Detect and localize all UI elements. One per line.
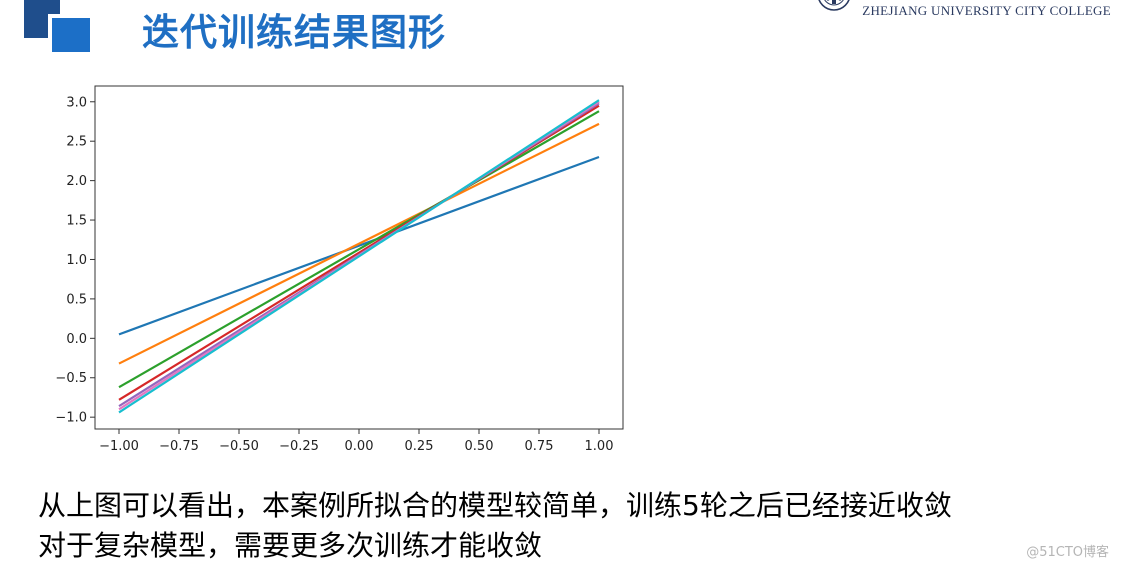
x-tick-label: −0.25 <box>279 439 319 454</box>
series-line-7 <box>118 99 600 414</box>
y-tick-label: 3.0 <box>66 95 87 110</box>
series-line-3 <box>118 110 600 389</box>
watermark: @51CTO博客 <box>1026 545 1109 560</box>
y-tick-label: 0.5 <box>66 292 87 307</box>
x-tick-label: 1.00 <box>585 439 614 454</box>
conclusion-line-2: 对于复杂模型，需要更多次训练才能收敛 <box>38 529 543 562</box>
x-tick-label: −0.50 <box>219 439 259 454</box>
y-tick-label: −0.5 <box>55 371 87 386</box>
x-axis-ticks: −1.00 −0.75 −0.50 −0.25 0.00 0.25 0.50 0.75 1.00 <box>99 429 613 454</box>
conclusion-text: 从上图可以看出，本案例所拟合的模型较简单，训练5轮之后已经接近收敛 对于复杂模型… <box>38 486 952 566</box>
x-tick-label: 0.25 <box>405 439 434 454</box>
y-tick-label: 1.0 <box>66 253 87 268</box>
x-tick-label: 0.50 <box>465 439 494 454</box>
university-seal-icon <box>818 0 850 11</box>
y-tick-label: 2.5 <box>66 135 87 150</box>
x-tick-label: −1.00 <box>99 439 139 454</box>
plot-lines <box>118 99 600 414</box>
x-tick-label: 0.00 <box>345 439 374 454</box>
series-line-2 <box>118 122 600 365</box>
series-line-1 <box>118 155 600 336</box>
y-axis-ticks: −1.0 −0.5 0.0 0.5 1.0 1.5 2.0 2.5 3.0 <box>55 95 95 426</box>
y-tick-label: −1.0 <box>55 411 87 426</box>
university-logo: ZHEJIANG UNIVERSITY CITY COLLEGE <box>814 0 1111 20</box>
university-name: ZHEJIANG UNIVERSITY CITY COLLEGE <box>862 3 1111 18</box>
conclusion-line-1: 从上图可以看出，本案例所拟合的模型较简单，训练5轮之后已经接近收敛 <box>38 489 952 522</box>
training-result-chart: −1.0 −0.5 0.0 0.5 1.0 1.5 2.0 2.5 3.0 −1.00 −0.75… <box>55 85 624 454</box>
y-tick-label: 1.5 <box>66 214 87 229</box>
page-title: 迭代训练结果图形 <box>142 11 446 54</box>
header-square-light <box>48 14 90 52</box>
y-tick-label: 2.0 <box>66 174 87 189</box>
x-tick-label: −0.75 <box>159 439 199 454</box>
y-tick-label: 0.0 <box>66 332 87 347</box>
x-tick-label: 0.75 <box>525 439 554 454</box>
